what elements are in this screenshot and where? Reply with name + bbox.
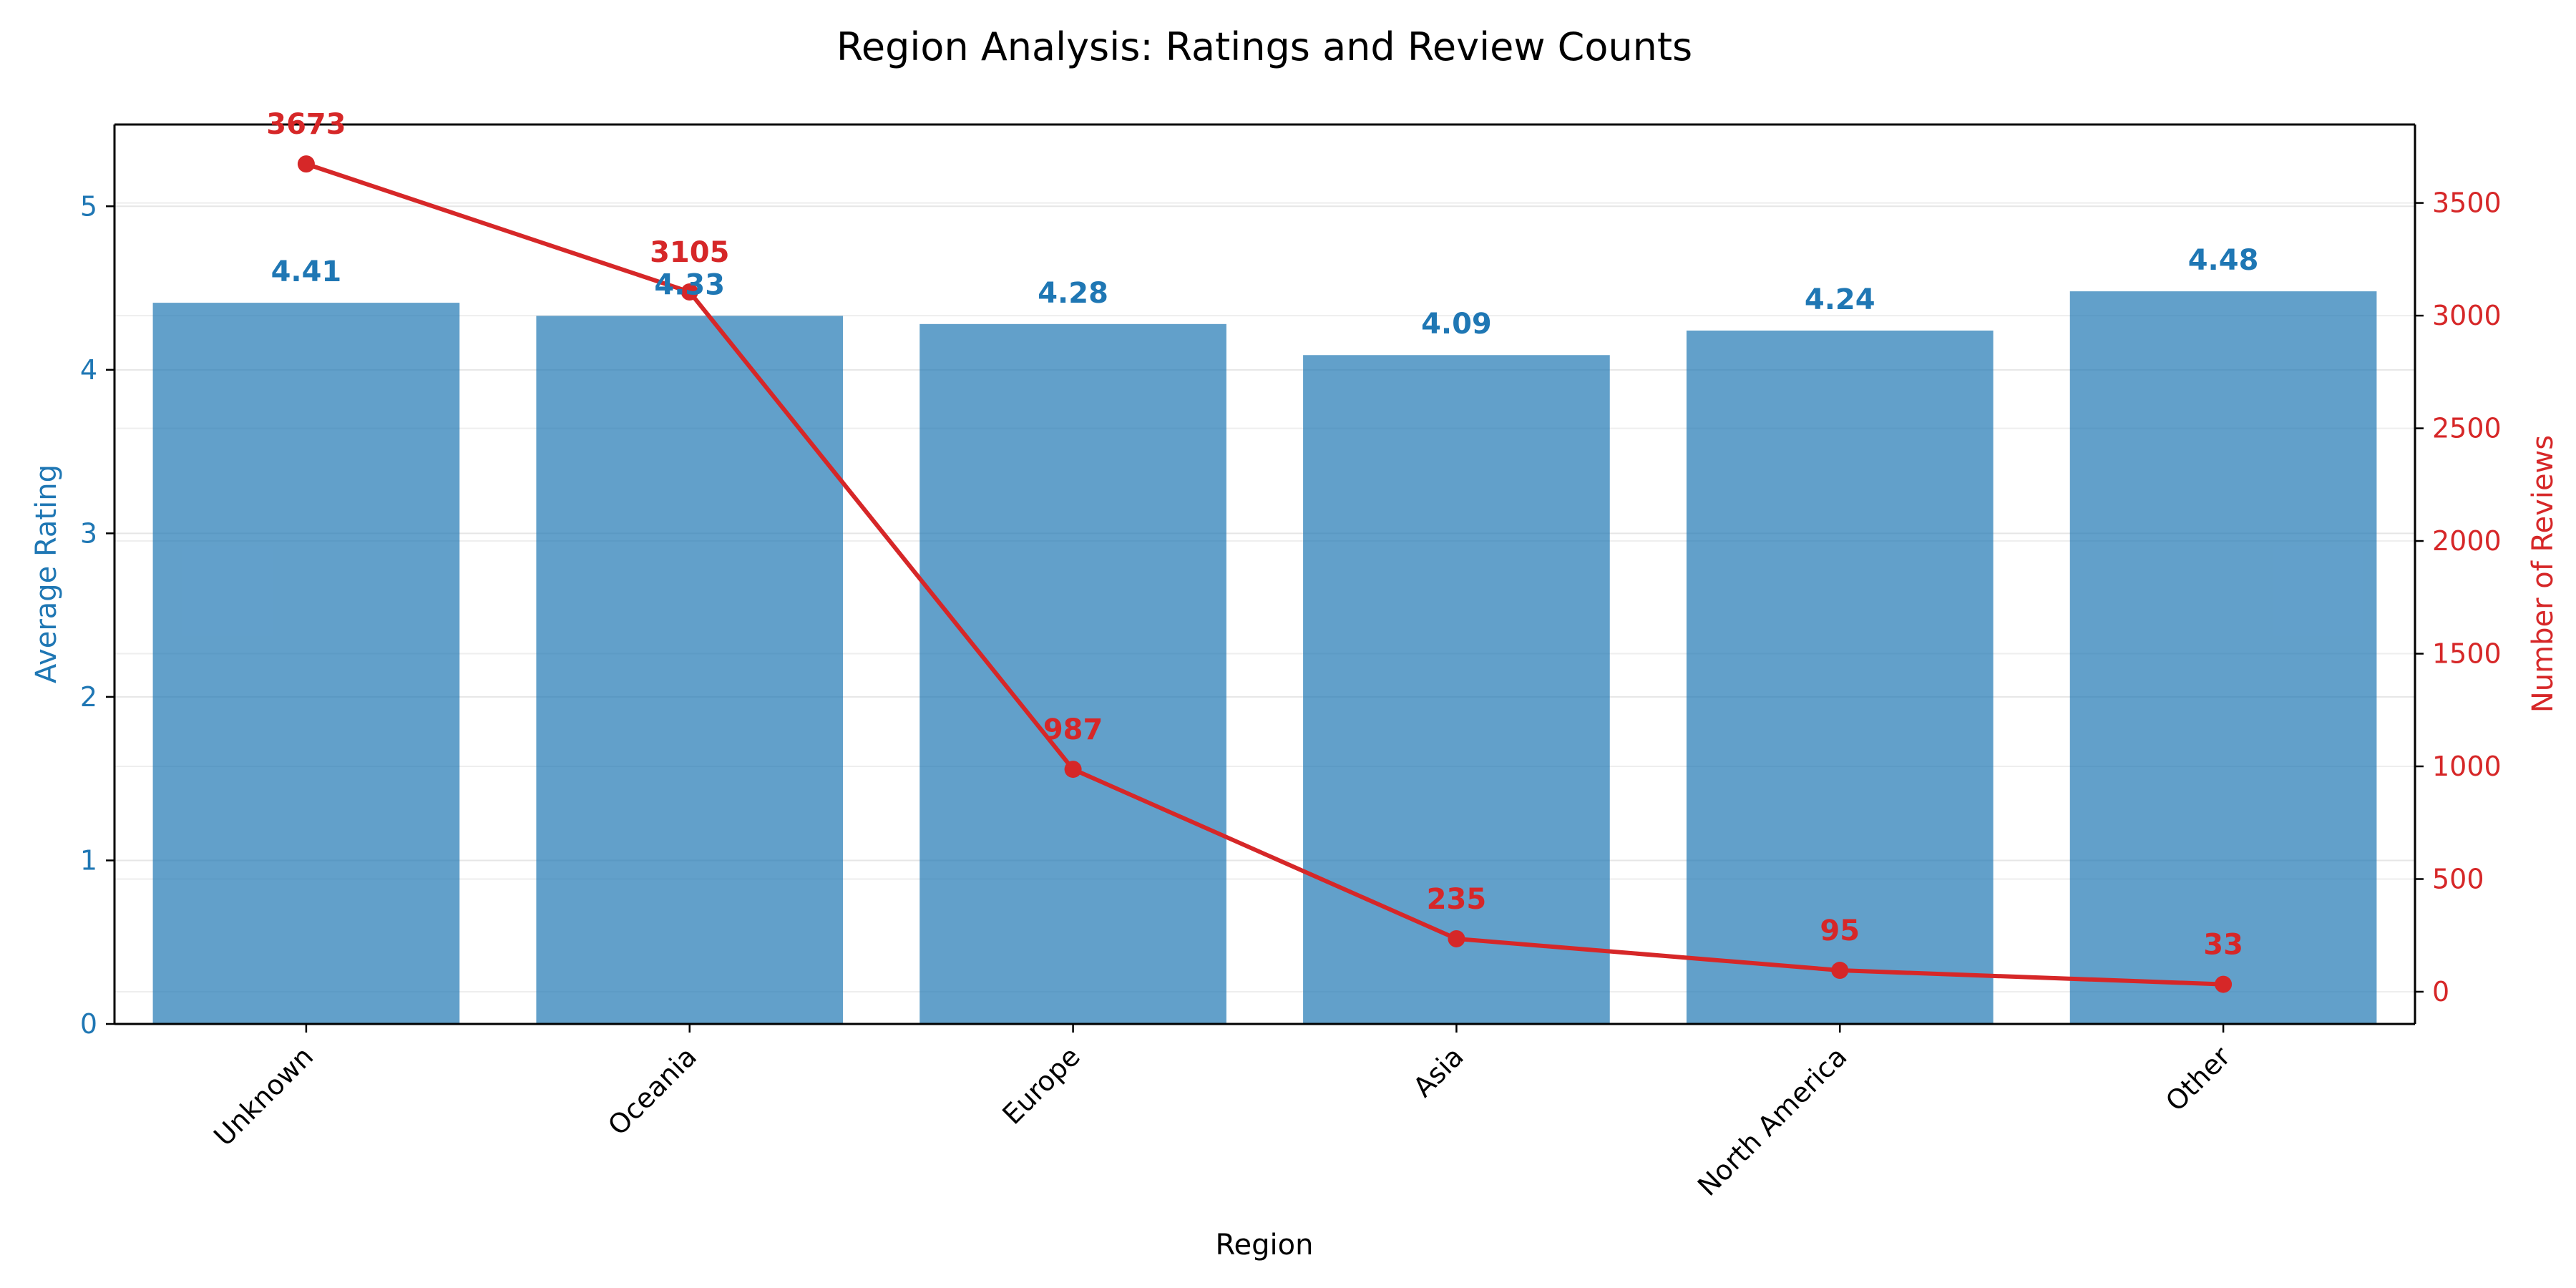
y-right-tick-label-1000: 1000 — [2432, 751, 2502, 782]
bar-other — [2069, 291, 2377, 1025]
line-value-label-asia: 235 — [1427, 883, 1487, 916]
reviews-line — [305, 162, 2224, 987]
y-left-tick-label-2: 2 — [80, 681, 97, 713]
y-right-tick-label-0: 0 — [2432, 976, 2449, 1008]
y-left-tick-label-5: 5 — [80, 190, 97, 222]
data-labels: 4.41 4.33 4.28 4.09 4.24 4.48 3673 3105 987 235 95… — [266, 108, 2258, 961]
y-right-tick-label-1500: 1500 — [2432, 638, 2502, 670]
y-axis-right-label: Number of Reviews — [2527, 435, 2560, 713]
bar-europe — [919, 323, 1226, 1024]
bar-north-america — [1686, 330, 1994, 1024]
bar-value-label-europe: 4.28 — [1038, 277, 1108, 310]
bar-value-label-oceania: 4.33 — [654, 268, 725, 301]
line-series — [297, 155, 2233, 993]
point-asia — [1448, 930, 1465, 947]
y-right-tick-label-2500: 2500 — [2432, 413, 2502, 444]
point-other — [2215, 975, 2233, 993]
point-europe — [1064, 761, 1082, 779]
line-value-label-unknown: 3673 — [266, 108, 346, 141]
bar-value-label-other: 4.48 — [2188, 244, 2259, 277]
bar-value-label-north-america: 4.24 — [1805, 283, 1875, 316]
chart-title: Region Analysis: Ratings and Review Coun… — [836, 24, 1692, 69]
y-right-tick-label-3500: 3500 — [2432, 187, 2502, 219]
bar-value-label-unknown: 4.41 — [271, 255, 342, 288]
y-left-tick-label-0: 0 — [80, 1008, 97, 1040]
point-unknown — [297, 155, 315, 173]
x-axis-label: Region — [1216, 1229, 1314, 1262]
y-right-tick-label-3000: 3000 — [2432, 300, 2502, 331]
line-value-label-oceania: 3105 — [650, 236, 729, 269]
gridlines — [114, 202, 2415, 1025]
y-axis-left-label: Average Rating — [30, 464, 63, 683]
line-value-label-north-america: 95 — [1820, 914, 1860, 947]
line-value-label-europe: 987 — [1043, 713, 1103, 746]
y-left-tick-label-4: 4 — [80, 354, 97, 386]
line-value-label-other: 33 — [2203, 929, 2243, 962]
point-north-america — [1831, 962, 1849, 980]
y-left-tick-label-1: 1 — [80, 844, 97, 876]
y-right-tick-label-500: 500 — [2432, 863, 2484, 894]
bar-oceania — [536, 316, 844, 1024]
bar-asia — [1303, 355, 1610, 1024]
bar-series — [152, 291, 2377, 1025]
y-right-tick-label-2000: 2000 — [2432, 525, 2502, 557]
y-left-tick-label-3: 3 — [80, 517, 97, 549]
bar-unknown — [152, 303, 460, 1025]
point-oceania — [680, 283, 698, 301]
bar-value-label-asia: 4.09 — [1421, 308, 1492, 341]
